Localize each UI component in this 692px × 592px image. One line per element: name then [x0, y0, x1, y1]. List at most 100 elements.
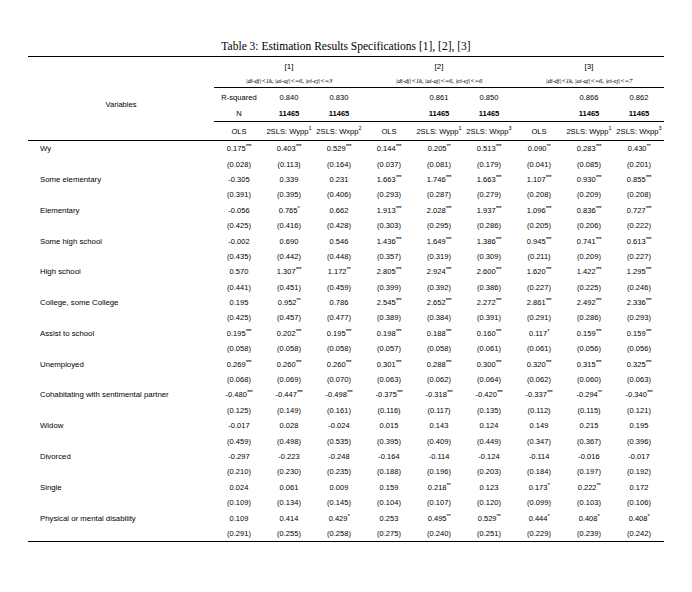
- coef-cell: 0.414: [264, 510, 314, 525]
- coef-cell: 0.952**: [264, 295, 314, 310]
- se-cell: (0.246): [614, 280, 664, 295]
- se-cell: (0.239): [564, 526, 614, 542]
- coef-row: Some elementary-0.3050.3390.2311.663***1…: [28, 172, 664, 187]
- coef-row: Wy0.175***0.403***0.529***0.144***0.205*…: [28, 141, 664, 157]
- coef-cell: -0.017: [614, 449, 664, 464]
- se-cell: (0.069): [264, 372, 314, 387]
- se-cell: (0.149): [264, 403, 314, 418]
- coef-cell: 0.403***: [264, 141, 314, 157]
- table-title: Table 3: Estimation Results Specificatio…: [28, 40, 664, 52]
- coef-row: Elementary-0.0560.765*0.6621.913***2.028…: [28, 203, 664, 218]
- coef-cell: 1.422***: [564, 264, 614, 279]
- coef-cell: -0.223: [264, 449, 314, 464]
- coef-cell: 2.272***: [464, 295, 514, 310]
- se-cell: (0.188): [364, 464, 414, 479]
- se-row: (0.210)(0.230)(0.235)(0.188)(0.196)(0.20…: [28, 464, 664, 479]
- coef-cell: 0.945***: [514, 233, 564, 248]
- se-row: (0.391)(0.395)(0.406)(0.293)(0.287)(0.27…: [28, 187, 664, 202]
- se-cell: (0.058): [214, 341, 264, 356]
- coef-cell: 0.300***: [464, 356, 514, 371]
- coef-cell: 0.188***: [414, 326, 464, 341]
- variable-label: High school: [28, 264, 214, 279]
- se-cell: (0.442): [264, 249, 314, 264]
- se-cell: (0.164): [314, 156, 364, 171]
- coef-cell: 0.144***: [364, 141, 414, 157]
- coef-cell: 0.855***: [614, 172, 664, 187]
- coef-cell: 0.015: [364, 418, 414, 433]
- se-cell: (0.451): [264, 280, 314, 295]
- variable-label: Unemployed: [28, 356, 214, 371]
- coef-cell: -0.024: [314, 418, 364, 433]
- coef-cell: -0.420***: [464, 387, 514, 402]
- se-cell: (0.425): [214, 218, 264, 233]
- se-cell: (0.208): [614, 187, 664, 202]
- se-cell: (0.107): [414, 495, 464, 510]
- se-cell: (0.062): [414, 372, 464, 387]
- coef-cell: 0.202***: [264, 326, 314, 341]
- spec-criteria-3: |di-dj|<1k, |ai-aj|<=6, |ei-ej|<=7: [514, 74, 664, 88]
- coef-cell: -0.056: [214, 203, 264, 218]
- coef-cell: 1.295***: [614, 264, 664, 279]
- se-cell: (0.112): [514, 403, 564, 418]
- coef-cell: 0.117*: [514, 326, 564, 341]
- se-cell: (0.386): [464, 280, 514, 295]
- se-cell: (0.209): [564, 249, 614, 264]
- spacer-cell: [364, 88, 414, 107]
- coef-cell: 2.336***: [614, 295, 664, 310]
- coef-cell: 0.195***: [214, 326, 264, 341]
- se-cell: (0.441): [214, 280, 264, 295]
- coef-cell: -0.114: [514, 449, 564, 464]
- spacer-cell: [28, 495, 214, 510]
- column-header: 2SLS: Wypp1: [564, 122, 614, 141]
- coef-cell: 0.159***: [564, 326, 614, 341]
- r-squared-label: R-squared: [214, 88, 264, 107]
- coef-cell: 0.301***: [364, 356, 414, 371]
- coef-cell: 0.513***: [464, 141, 514, 157]
- coef-row: Divorced-0.297-0.223-0.248-0.164-0.114-0…: [28, 449, 664, 464]
- coef-cell: 0.198***: [364, 326, 414, 341]
- variable-label: Widow: [28, 418, 214, 433]
- spacer-cell: [28, 74, 214, 88]
- se-cell: (0.457): [264, 310, 314, 325]
- se-cell: (0.060): [564, 372, 614, 387]
- coef-cell: 1.620***: [514, 264, 564, 279]
- se-cell: (0.197): [564, 464, 614, 479]
- coef-cell: -0.297: [214, 449, 264, 464]
- coef-cell: 0.160***: [464, 326, 514, 341]
- coef-cell: 0.325***: [614, 356, 664, 371]
- se-cell: (0.115): [564, 403, 614, 418]
- coef-cell: 0.231: [314, 172, 364, 187]
- coef-cell: 0.253: [364, 510, 414, 525]
- table-body: Wy0.175***0.403***0.529***0.144***0.205*…: [28, 141, 664, 542]
- se-cell: (0.064): [464, 372, 514, 387]
- coef-cell: -0.016: [564, 449, 614, 464]
- coef-cell: 2.600***: [464, 264, 514, 279]
- column-header-footnote: 2: [359, 125, 362, 131]
- se-row: (0.435)(0.442)(0.448)(0.357)(0.319)(0.30…: [28, 249, 664, 264]
- spec-criteria-1: |di-dj|<1k, |ai-aj|<=6, |ei-ej|<=3: [214, 74, 364, 88]
- coef-cell: 0.009: [314, 480, 364, 495]
- coef-row: Unemployed0.269***0.260***0.260***0.301*…: [28, 356, 664, 371]
- se-cell: (0.058): [264, 341, 314, 356]
- coef-cell: 1.096***: [514, 203, 564, 218]
- se-row: (0.425)(0.457)(0.477)(0.389)(0.384)(0.39…: [28, 310, 664, 325]
- variable-label: Physical or mental disability: [28, 510, 214, 525]
- n-value: 11465: [614, 106, 664, 122]
- coef-cell: 0.205**: [414, 141, 464, 157]
- spacer-cell: [28, 464, 214, 479]
- se-cell: (0.291): [514, 310, 564, 325]
- coef-row: High school0.5701.307***1.172**2.805***2…: [28, 264, 664, 279]
- spacer-cell: [28, 310, 214, 325]
- se-cell: (0.535): [314, 433, 364, 448]
- se-cell: (0.116): [364, 403, 414, 418]
- coef-cell: -0.114: [414, 449, 464, 464]
- se-row: (0.068)(0.069)(0.070)(0.063)(0.062)(0.06…: [28, 372, 664, 387]
- se-cell: (0.357): [364, 249, 414, 264]
- se-cell: (0.184): [514, 464, 564, 479]
- coef-row: College, some College0.1950.952**0.7862.…: [28, 295, 664, 310]
- coef-cell: 0.159***: [614, 326, 664, 341]
- r-squared-row: Variables R-squared 0.840 0.830 0.861 0.…: [28, 88, 664, 107]
- coef-cell: 1.436***: [364, 233, 414, 248]
- se-cell: (0.209): [564, 187, 614, 202]
- coef-cell: 0.195: [614, 418, 664, 433]
